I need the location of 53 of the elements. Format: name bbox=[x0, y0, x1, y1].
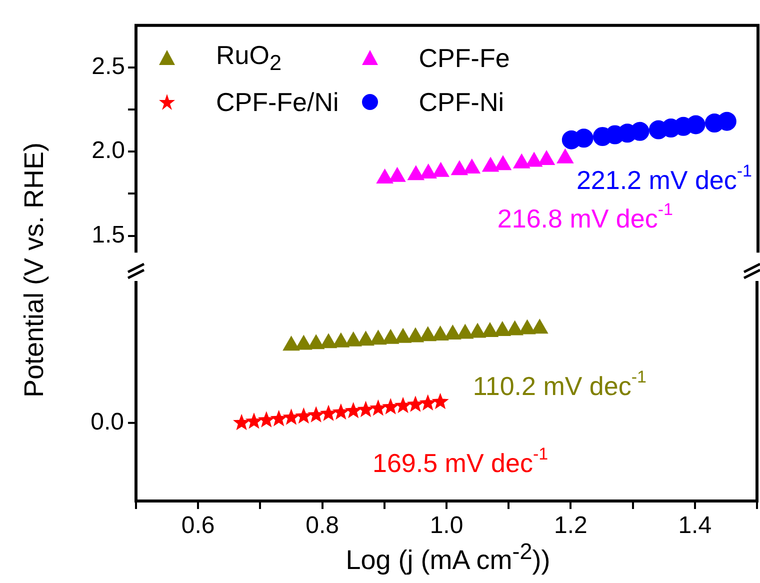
x-tick-label: 1.4 bbox=[678, 512, 712, 540]
point bbox=[270, 410, 288, 426]
point bbox=[406, 396, 424, 412]
x-tick-label: 0.6 bbox=[181, 512, 215, 540]
point bbox=[407, 328, 424, 342]
point bbox=[482, 322, 498, 338]
point bbox=[444, 324, 462, 340]
x-tick-label: 1.2 bbox=[554, 512, 588, 540]
point bbox=[282, 336, 300, 351]
point bbox=[432, 326, 449, 340]
point bbox=[420, 326, 436, 342]
point bbox=[432, 392, 449, 410]
point bbox=[394, 328, 412, 343]
legend-label: CPF-Fe bbox=[418, 42, 510, 74]
point bbox=[308, 406, 325, 422]
x-axis-title: Log (j (mA cm$^{-2}$)) bbox=[346, 539, 550, 575]
y-tick-label: 2.0 bbox=[92, 137, 125, 164]
point bbox=[233, 414, 250, 430]
point bbox=[258, 411, 275, 428]
point bbox=[506, 320, 524, 336]
point bbox=[419, 394, 436, 411]
point bbox=[382, 398, 400, 414]
point bbox=[370, 399, 387, 416]
point bbox=[370, 330, 386, 345]
text: 0.0 bbox=[90, 408, 124, 436]
point bbox=[518, 320, 536, 334]
x-tick-label: 1.0 bbox=[430, 512, 464, 540]
point bbox=[332, 403, 350, 420]
point bbox=[295, 407, 312, 424]
point bbox=[394, 396, 412, 414]
legend-label: CPF-Ni bbox=[418, 86, 504, 118]
point bbox=[345, 332, 362, 346]
y-tick-label: 2.5 bbox=[92, 53, 125, 80]
point bbox=[382, 329, 399, 344]
point bbox=[320, 334, 337, 348]
point bbox=[245, 412, 263, 429]
point bbox=[531, 319, 548, 334]
x-tick-label: 0.8 bbox=[306, 512, 339, 540]
point bbox=[332, 332, 350, 348]
legend-label: CPF-Fe/Ni bbox=[216, 86, 339, 118]
point bbox=[295, 335, 312, 350]
point bbox=[357, 400, 374, 418]
y-tick-label: 1.5 bbox=[92, 221, 125, 248]
point bbox=[282, 408, 300, 425]
legend-label: RuO$_{2}$ bbox=[216, 40, 282, 76]
point bbox=[320, 404, 338, 422]
point bbox=[308, 334, 324, 350]
point bbox=[357, 331, 374, 346]
point bbox=[494, 322, 511, 336]
y-axis-title: Potential (V vs. RHE) bbox=[18, 141, 50, 400]
point bbox=[344, 402, 362, 418]
point bbox=[456, 324, 474, 339]
point bbox=[469, 323, 486, 338]
